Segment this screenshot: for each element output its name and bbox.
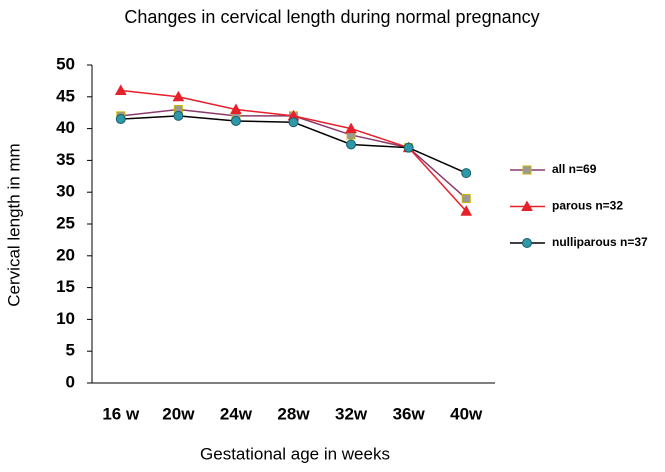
y-tick-label: 50 xyxy=(56,54,75,73)
legend-marker xyxy=(522,165,532,175)
legend-label: parous n=32 xyxy=(552,199,623,213)
marker xyxy=(345,122,357,134)
x-tick-label: 40w xyxy=(450,404,483,423)
legend-marker xyxy=(521,200,533,211)
marker xyxy=(460,205,473,216)
y-tick-label: 0 xyxy=(66,372,75,391)
x-tick-label: 16 w xyxy=(102,404,140,423)
x-tick-label: 28w xyxy=(277,404,310,423)
marker xyxy=(172,90,185,102)
marker xyxy=(114,84,127,95)
marker xyxy=(230,115,241,126)
x-tick-label: 32w xyxy=(335,404,368,423)
y-tick-label: 20 xyxy=(56,245,75,264)
x-tick-label: 20w xyxy=(162,404,195,423)
y-tick-label: 5 xyxy=(66,341,75,360)
y-tick-label: 25 xyxy=(56,213,75,232)
marker xyxy=(173,110,184,121)
x-tick-label: 36w xyxy=(393,404,426,423)
x-axis-label: Gestational age in weeks xyxy=(200,444,390,463)
y-tick-label: 45 xyxy=(56,86,75,105)
y-tick-label: 35 xyxy=(56,150,75,169)
marker xyxy=(461,168,472,179)
marker xyxy=(403,142,414,153)
legend-label: nulliparous n=37 xyxy=(552,235,648,249)
marker xyxy=(115,114,126,125)
y-tick-label: 30 xyxy=(56,182,75,201)
marker xyxy=(346,139,357,150)
y-tick-label: 40 xyxy=(56,118,75,137)
legend-marker xyxy=(522,238,532,248)
y-tick-label: 15 xyxy=(56,277,75,296)
x-tick-label: 24w xyxy=(220,404,253,423)
legend-label: all n=69 xyxy=(552,162,597,176)
marker xyxy=(230,103,242,115)
chart-title: Changes in cervical length during normal… xyxy=(124,7,539,27)
marker xyxy=(461,194,471,204)
y-tick-label: 10 xyxy=(56,309,75,328)
marker xyxy=(288,117,299,128)
y-axis-label: Cervical length in mm xyxy=(4,143,23,306)
